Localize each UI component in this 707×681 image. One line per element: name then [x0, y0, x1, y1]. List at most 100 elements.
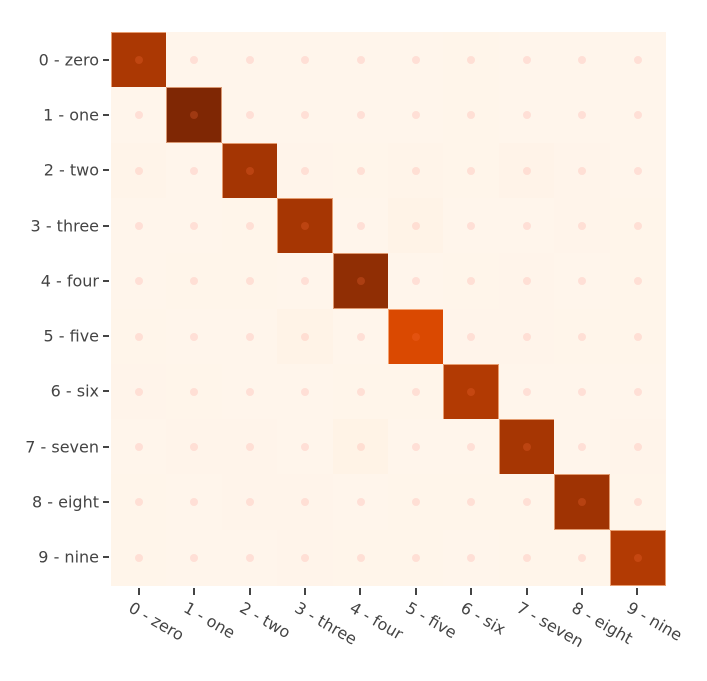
- heatmap-cell[interactable]: [332, 32, 389, 88]
- heatmap-cell[interactable]: [443, 253, 500, 310]
- heatmap-cell[interactable]: [554, 32, 611, 88]
- heatmap-cell[interactable]: [221, 363, 278, 420]
- heatmap-cell[interactable]: [277, 529, 334, 586]
- heatmap-cell[interactable]: [443, 87, 500, 144]
- heatmap-cell[interactable]: [221, 87, 278, 144]
- heatmap-cell[interactable]: [277, 87, 334, 144]
- heatmap-cell[interactable]: [166, 32, 223, 88]
- heatmap-cell[interactable]: [443, 142, 500, 199]
- heatmap-cell[interactable]: [166, 253, 223, 310]
- heatmap-cell[interactable]: [277, 32, 334, 88]
- heatmap-grid[interactable]: [111, 32, 666, 586]
- heatmap-cell[interactable]: [498, 197, 555, 254]
- heatmap-cell[interactable]: [443, 419, 500, 476]
- heatmap-cell[interactable]: [166, 474, 223, 531]
- heatmap-cell[interactable]: [166, 308, 223, 365]
- heatmap-cell[interactable]: [166, 529, 223, 586]
- heatmap-cell[interactable]: [388, 87, 444, 144]
- heatmap-cell[interactable]: [443, 363, 500, 420]
- heatmap-cell[interactable]: [443, 197, 500, 254]
- heatmap-cell[interactable]: [332, 529, 389, 586]
- heatmap-cell[interactable]: [221, 474, 278, 531]
- heatmap-cell[interactable]: [609, 253, 666, 310]
- heatmap-cell[interactable]: [609, 32, 666, 88]
- heatmap-cell[interactable]: [388, 474, 444, 531]
- heatmap-cell[interactable]: [443, 32, 500, 88]
- heatmap-cell[interactable]: [332, 474, 389, 531]
- heatmap-cell[interactable]: [221, 32, 278, 88]
- heatmap-cell[interactable]: [332, 87, 389, 144]
- heatmap-cell[interactable]: [498, 529, 555, 586]
- heatmap-cell[interactable]: [111, 87, 167, 144]
- heatmap-cell[interactable]: [111, 474, 167, 531]
- heatmap-cell[interactable]: [332, 142, 389, 199]
- heatmap-cell[interactable]: [554, 253, 611, 310]
- heatmap-cell[interactable]: [277, 474, 334, 531]
- heatmap-cell[interactable]: [498, 363, 555, 420]
- heatmap-cell[interactable]: [332, 363, 389, 420]
- heatmap-cell[interactable]: [609, 197, 666, 254]
- heatmap-cell[interactable]: [277, 363, 334, 420]
- heatmap-cell[interactable]: [498, 87, 555, 144]
- heatmap-cell[interactable]: [443, 474, 500, 531]
- heatmap-cell[interactable]: [388, 363, 444, 420]
- heatmap-cell[interactable]: [609, 87, 666, 144]
- heatmap-cell[interactable]: [443, 308, 500, 365]
- heatmap-cell[interactable]: [332, 419, 389, 476]
- heatmap-cell[interactable]: [388, 32, 444, 88]
- heatmap-cell[interactable]: [277, 197, 334, 254]
- heatmap-cell[interactable]: [554, 419, 611, 476]
- heatmap-cell[interactable]: [111, 308, 167, 365]
- heatmap-cell[interactable]: [443, 529, 500, 586]
- heatmap-cell[interactable]: [609, 363, 666, 420]
- heatmap-cell[interactable]: [111, 419, 167, 476]
- heatmap-cell[interactable]: [166, 419, 223, 476]
- heatmap-cell[interactable]: [554, 474, 611, 531]
- heatmap-cell[interactable]: [554, 87, 611, 144]
- heatmap-cell[interactable]: [221, 197, 278, 254]
- heatmap-cell[interactable]: [332, 197, 389, 254]
- heatmap-cell[interactable]: [554, 363, 611, 420]
- heatmap-cell[interactable]: [498, 32, 555, 88]
- heatmap-cell[interactable]: [166, 363, 223, 420]
- heatmap-cell[interactable]: [111, 363, 167, 420]
- heatmap-cell[interactable]: [221, 529, 278, 586]
- heatmap-cell[interactable]: [609, 474, 666, 531]
- heatmap-cell[interactable]: [221, 308, 278, 365]
- heatmap-cell[interactable]: [277, 253, 334, 310]
- heatmap-cell[interactable]: [498, 253, 555, 310]
- heatmap-cell[interactable]: [609, 308, 666, 365]
- heatmap-cell[interactable]: [388, 142, 444, 199]
- heatmap-cell[interactable]: [554, 308, 611, 365]
- heatmap-cell[interactable]: [388, 419, 444, 476]
- heatmap-cell[interactable]: [111, 32, 167, 88]
- heatmap-cell[interactable]: [277, 419, 334, 476]
- heatmap-cell[interactable]: [609, 529, 666, 586]
- heatmap-cell[interactable]: [498, 474, 555, 531]
- heatmap-cell[interactable]: [166, 197, 223, 254]
- heatmap-cell[interactable]: [332, 308, 389, 365]
- heatmap-cell[interactable]: [277, 308, 334, 365]
- heatmap-cell[interactable]: [111, 197, 167, 254]
- heatmap-cell[interactable]: [388, 308, 444, 365]
- heatmap-cell[interactable]: [498, 308, 555, 365]
- heatmap-cell[interactable]: [554, 142, 611, 199]
- heatmap-cell[interactable]: [388, 529, 444, 586]
- heatmap-cell[interactable]: [221, 142, 278, 199]
- heatmap-cell[interactable]: [111, 529, 167, 586]
- heatmap-cell[interactable]: [111, 253, 167, 310]
- heatmap-cell[interactable]: [554, 529, 611, 586]
- heatmap-cell[interactable]: [277, 142, 334, 199]
- heatmap-cell[interactable]: [221, 253, 278, 310]
- heatmap-cell[interactable]: [166, 142, 223, 199]
- heatmap-cell[interactable]: [388, 197, 444, 254]
- heatmap-cell[interactable]: [166, 87, 223, 144]
- heatmap-cell[interactable]: [498, 419, 555, 476]
- heatmap-cell[interactable]: [609, 142, 666, 199]
- heatmap-cell[interactable]: [332, 253, 389, 310]
- heatmap-cell[interactable]: [554, 197, 611, 254]
- heatmap-cell[interactable]: [388, 253, 444, 310]
- heatmap-cell[interactable]: [609, 419, 666, 476]
- heatmap-cell[interactable]: [221, 419, 278, 476]
- heatmap-cell[interactable]: [111, 142, 167, 199]
